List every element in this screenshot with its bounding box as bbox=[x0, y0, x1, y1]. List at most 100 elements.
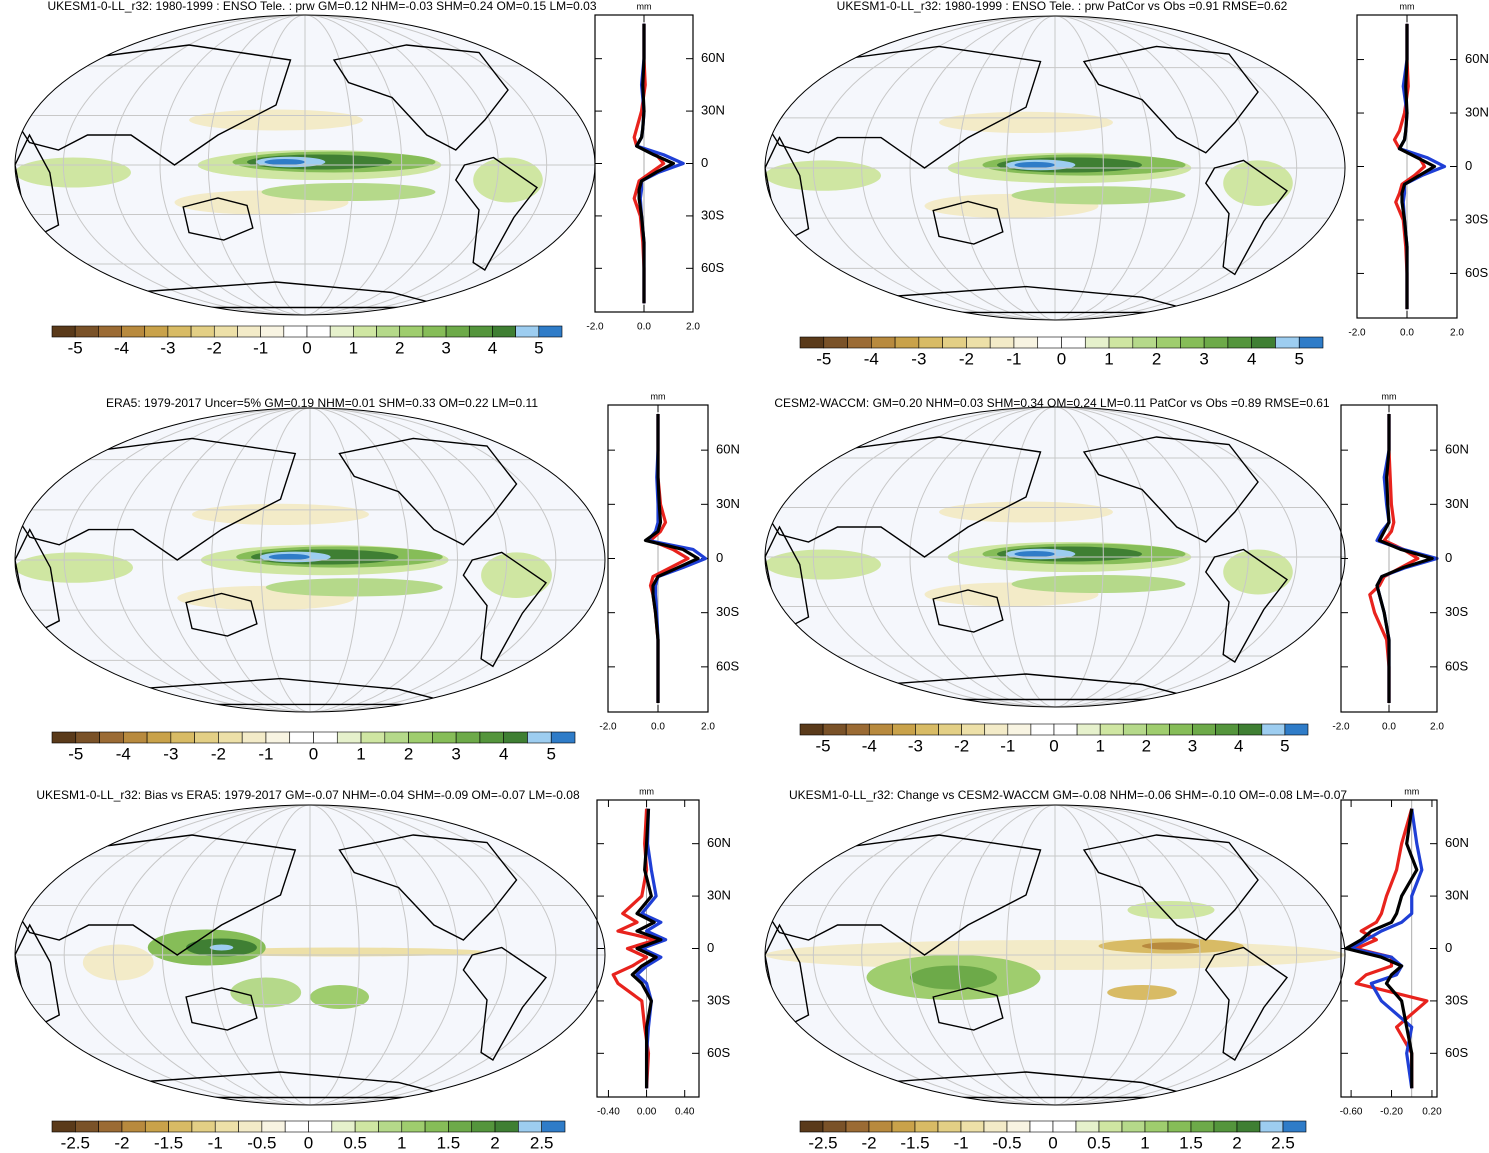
colorbar-label: 0 bbox=[302, 338, 311, 357]
y-tick-label: 30N bbox=[707, 888, 731, 903]
colorbar-label: 4 bbox=[1234, 736, 1243, 755]
colorbar-label: 2.5 bbox=[1271, 1133, 1295, 1152]
profile-line bbox=[611, 808, 658, 1089]
field-contour bbox=[265, 578, 443, 597]
colorbar-label: 0.5 bbox=[343, 1133, 367, 1152]
field-contour bbox=[209, 944, 234, 951]
colorbar-label: -2 bbox=[954, 736, 969, 755]
colorbar-swatch bbox=[75, 1120, 99, 1133]
colorbar-swatch bbox=[146, 731, 172, 744]
field-contour bbox=[939, 111, 1113, 134]
y-tick-label: 30S bbox=[1465, 211, 1488, 226]
colorbar-swatch bbox=[237, 325, 261, 338]
colorbar-label: 1.5 bbox=[437, 1133, 461, 1152]
profile-frame bbox=[594, 14, 694, 313]
field-contour bbox=[1014, 161, 1055, 169]
colorbar-label: -2.5 bbox=[61, 1133, 90, 1152]
colorbar-swatch bbox=[1076, 723, 1101, 736]
y-tick-label: 30N bbox=[716, 496, 740, 511]
field-contour bbox=[1127, 901, 1215, 919]
coastline bbox=[332, 44, 509, 151]
colorbar-swatch bbox=[845, 1120, 870, 1133]
field-contour bbox=[1223, 549, 1293, 595]
field-contour bbox=[261, 183, 436, 201]
coastline bbox=[1204, 548, 1289, 663]
profile-line bbox=[643, 414, 700, 703]
colorbar-swatch bbox=[515, 325, 540, 338]
profile-line bbox=[1397, 23, 1437, 310]
coastline bbox=[932, 987, 1004, 1031]
colorbar-swatch bbox=[283, 325, 308, 338]
y-tick-label: 0 bbox=[1445, 940, 1452, 955]
colorbar-swatch bbox=[1007, 723, 1032, 736]
colorbar-label: -2 bbox=[114, 1133, 129, 1152]
coastline bbox=[765, 436, 1042, 558]
coastline bbox=[15, 44, 292, 166]
colorbar-swatch bbox=[238, 1120, 263, 1133]
colorbar-swatch bbox=[938, 723, 962, 736]
x-tick-label: -0.60 bbox=[1340, 1107, 1363, 1118]
coastline bbox=[462, 946, 548, 1061]
colorbar-swatch bbox=[121, 325, 146, 338]
colorbar-swatch bbox=[494, 1120, 519, 1133]
colorbar-swatch bbox=[313, 731, 338, 744]
colorbar-swatch bbox=[190, 325, 215, 338]
coastline bbox=[185, 592, 258, 637]
field-contour bbox=[473, 157, 543, 203]
field-contour bbox=[15, 552, 133, 583]
colorbar-label: 1 bbox=[1104, 349, 1113, 368]
colorbar-swatch bbox=[384, 731, 409, 744]
colorbar-swatch bbox=[1282, 1120, 1307, 1133]
field-contour bbox=[192, 503, 369, 526]
colorbar-swatch bbox=[51, 1120, 76, 1133]
colorbar-swatch bbox=[51, 325, 76, 338]
colorbar-label: -1 bbox=[258, 744, 273, 763]
colorbar-swatch bbox=[1236, 1120, 1261, 1133]
colorbar-swatch bbox=[214, 1120, 239, 1133]
panel-title: ERA5: 1979-2017 Uncer=5% GM=0.19 NHM=0.0… bbox=[106, 396, 538, 410]
x-tick-label: 2.0 bbox=[1450, 328, 1464, 339]
colorbar-swatch bbox=[213, 325, 238, 338]
colorbar-swatch bbox=[1227, 336, 1252, 349]
colorbar-label: 3 bbox=[451, 744, 460, 763]
colorbar-label: 0 bbox=[1048, 1133, 1057, 1152]
field-contour bbox=[939, 501, 1113, 523]
x-tick-label: -0.20 bbox=[1380, 1107, 1403, 1118]
colorbar-swatch bbox=[527, 731, 552, 744]
colorbar-swatch bbox=[1084, 336, 1110, 349]
colorbar-swatch bbox=[937, 1120, 962, 1133]
coastline bbox=[182, 197, 254, 241]
colorbar-swatch bbox=[170, 731, 195, 744]
colorbar-swatch bbox=[284, 1120, 309, 1133]
colorbar-swatch bbox=[845, 723, 870, 736]
colorbar-swatch bbox=[289, 731, 314, 744]
colorbar-swatch bbox=[871, 336, 896, 349]
field-contour bbox=[1014, 551, 1055, 557]
colorbar-swatch bbox=[1122, 723, 1147, 736]
colorbar-swatch bbox=[51, 731, 77, 744]
y-tick-label: 60S bbox=[707, 1045, 730, 1060]
colorbar-swatch bbox=[914, 1120, 939, 1133]
colorbar-label: 4 bbox=[499, 744, 508, 763]
coastline bbox=[932, 200, 1004, 245]
colorbar-swatch bbox=[241, 731, 267, 744]
colorbar-swatch bbox=[1261, 723, 1286, 736]
y-tick-label: 0 bbox=[701, 155, 708, 170]
colorbar-swatch bbox=[422, 325, 447, 338]
colorbar-swatch bbox=[123, 731, 148, 744]
unit-label: mm bbox=[637, 1, 652, 11]
x-tick-label: 0.0 bbox=[1400, 328, 1414, 339]
colorbar-swatch bbox=[98, 1120, 123, 1133]
colorbar-label: 1 bbox=[1095, 736, 1104, 755]
panel-title: CESM2-WACCM: GM=0.20 NHM=0.03 SHM=0.34 O… bbox=[774, 396, 1330, 410]
colorbar-swatch bbox=[1013, 336, 1039, 349]
colorbar-swatch bbox=[306, 325, 331, 338]
field-contour bbox=[1142, 942, 1200, 950]
colorbar-swatch bbox=[989, 336, 1015, 349]
colorbar-swatch bbox=[868, 1120, 893, 1133]
panel: UKESM1-0-LL_r32: Change vs CESM2-WACCM G… bbox=[764, 786, 1469, 1152]
x-tick-label: 0.20 bbox=[1422, 1107, 1442, 1118]
colorbar-swatch bbox=[144, 325, 169, 338]
colorbar-swatch bbox=[1061, 336, 1086, 349]
